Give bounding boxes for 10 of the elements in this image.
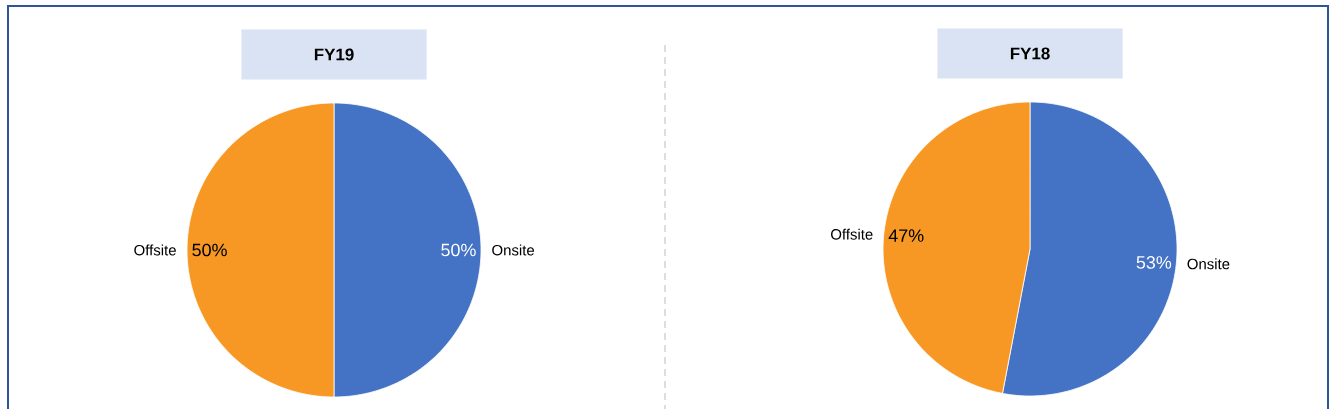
slice-label: Onsite: [1187, 258, 1230, 270]
slice-label: Offsite: [134, 244, 176, 256]
data-label: 47%: [888, 229, 924, 242]
data-label: 50%: [192, 243, 227, 257]
data-label: 53%: [1136, 256, 1172, 269]
slice-label: Onsite: [492, 244, 535, 256]
data-label: 50%: [441, 243, 476, 257]
slice-label: Offsite: [831, 228, 873, 240]
chart-title: FY19: [314, 48, 354, 61]
chart-title: FY18: [1010, 47, 1050, 60]
